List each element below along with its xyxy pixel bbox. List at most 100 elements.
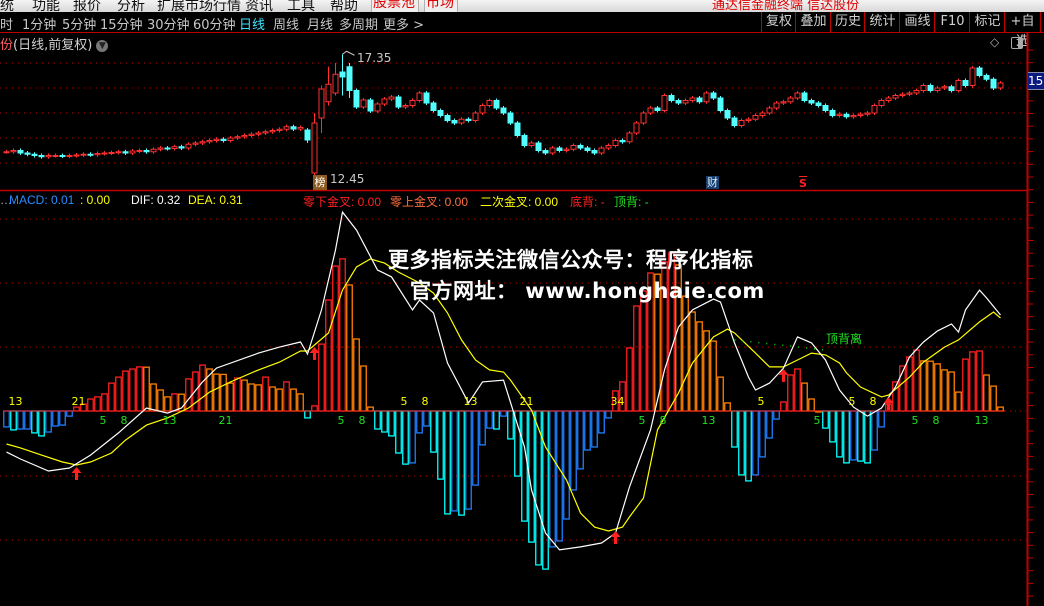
candlestick xyxy=(45,153,52,159)
candle-body xyxy=(255,132,262,135)
histogram-bar xyxy=(500,410,507,417)
candlestick xyxy=(395,95,402,109)
tab-more[interactable]: 更多 > xyxy=(383,18,425,33)
histogram-bar xyxy=(38,410,45,437)
menu-item-system[interactable]: 统 xyxy=(0,0,14,12)
candle-body xyxy=(325,83,332,103)
dif-value: DIF: 0.32 xyxy=(131,193,181,207)
histogram-bar xyxy=(262,376,269,412)
candlestick xyxy=(157,146,164,152)
history-button[interactable]: 历史 xyxy=(830,12,865,32)
candle-body xyxy=(437,110,444,116)
candlestick xyxy=(605,143,612,150)
histogram-bar xyxy=(682,295,689,412)
f10-button[interactable]: F10 xyxy=(934,12,970,32)
histogram-bar xyxy=(913,349,920,412)
histogram-bar xyxy=(591,410,598,448)
histogram-bar xyxy=(808,398,815,412)
candle-body xyxy=(528,142,535,146)
menu-item-help[interactable]: 帮助 xyxy=(330,0,358,12)
histogram-bar xyxy=(430,410,437,453)
tab-30min[interactable]: 30分钟 xyxy=(147,18,190,33)
tab-daily[interactable]: 日线 xyxy=(239,18,266,33)
candle-body xyxy=(395,96,402,108)
high-pointer xyxy=(342,50,355,56)
candle-body xyxy=(773,102,780,109)
tab-5min[interactable]: 5分钟 xyxy=(62,18,97,33)
buy-arrow-icon xyxy=(610,531,621,545)
candle-body xyxy=(682,100,689,104)
histogram-bar xyxy=(353,338,360,412)
tab-15min[interactable]: 15分钟 xyxy=(100,18,143,33)
candlestick xyxy=(570,143,577,152)
histogram-bar xyxy=(822,410,829,429)
candlestick xyxy=(458,117,465,125)
tab-weekly[interactable]: 周线 xyxy=(273,18,300,33)
tab-monthly[interactable]: 月线 xyxy=(307,18,334,33)
candlestick xyxy=(185,142,192,150)
candle-body xyxy=(3,151,10,154)
candlestick xyxy=(906,91,913,97)
candlestick xyxy=(997,81,1004,90)
candle-body xyxy=(332,73,339,94)
candlestick xyxy=(808,98,815,105)
arrow-shaft xyxy=(614,537,617,545)
menu-item-news[interactable]: 资讯 xyxy=(245,0,273,12)
candle-body xyxy=(409,100,416,106)
candle-body xyxy=(220,138,227,141)
diamond-icon[interactable]: ◇ xyxy=(990,35,1000,49)
histogram-bar xyxy=(220,373,227,412)
candle-body xyxy=(59,155,66,157)
histogram-bar xyxy=(136,366,143,412)
count-label: 8 xyxy=(659,414,667,427)
count-label: 5 xyxy=(337,414,345,427)
tab-timeshare[interactable]: 时 xyxy=(0,18,14,33)
menu-item-function[interactable]: 功能 xyxy=(32,0,60,12)
panel-toggle-icon[interactable] xyxy=(1011,37,1023,49)
candle-body xyxy=(864,112,871,115)
histogram-bar xyxy=(864,410,871,464)
tab-60min[interactable]: 60分钟 xyxy=(193,18,236,33)
mark-button[interactable]: 标记 xyxy=(969,12,1005,32)
histogram-bar xyxy=(955,391,962,412)
candle-body xyxy=(318,88,325,119)
market-button[interactable]: 市场 xyxy=(424,0,458,12)
candlestick xyxy=(780,99,787,105)
histogram-bar xyxy=(451,410,458,512)
candlestick xyxy=(731,116,738,128)
menu-item-tools[interactable]: 工具 xyxy=(287,0,315,12)
histogram-bar xyxy=(906,356,913,412)
dif-line xyxy=(6,210,1001,551)
candlestick xyxy=(143,148,150,154)
buy-arrow-icon xyxy=(883,397,894,411)
menu-item-analysis[interactable]: 分析 xyxy=(117,0,145,12)
statistics-button[interactable]: 统计 xyxy=(864,12,900,32)
candle-body xyxy=(290,126,297,130)
finance-marker[interactable]: 财 xyxy=(706,176,719,189)
candle-body xyxy=(269,130,276,133)
stock-pool-button[interactable]: 股票池 xyxy=(371,0,419,12)
candle-body xyxy=(584,147,591,151)
menu-item-extended-market[interactable]: 扩展市场行情 xyxy=(157,0,241,12)
chart-subtitle: 份(日线,前复权) ▼ xyxy=(0,34,109,53)
menu-item-quote[interactable]: 报价 xyxy=(73,0,101,12)
overlay-button[interactable]: 叠加 xyxy=(795,12,831,32)
draw-line-button[interactable]: 画线 xyxy=(899,12,935,32)
histogram-bar xyxy=(836,410,843,458)
candle-body xyxy=(913,90,920,94)
candlestick xyxy=(766,106,773,115)
rank-list-marker[interactable]: 榜 xyxy=(313,175,327,190)
candlestick xyxy=(164,146,171,151)
count-label: 8 xyxy=(421,395,429,408)
candle-body xyxy=(899,93,906,96)
tab-1min[interactable]: 1分钟 xyxy=(22,18,57,33)
top-divergence-value: 顶背: - xyxy=(614,195,649,209)
restore-rights-button[interactable]: 复权 xyxy=(761,12,796,32)
tab-multi-period[interactable]: 多周期 xyxy=(339,18,379,33)
histogram-bar xyxy=(626,347,633,412)
candlestick xyxy=(556,146,563,153)
candlestick xyxy=(871,103,878,115)
chevron-down-icon[interactable]: ▼ xyxy=(96,40,109,52)
s-marker[interactable]: S xyxy=(799,177,807,190)
